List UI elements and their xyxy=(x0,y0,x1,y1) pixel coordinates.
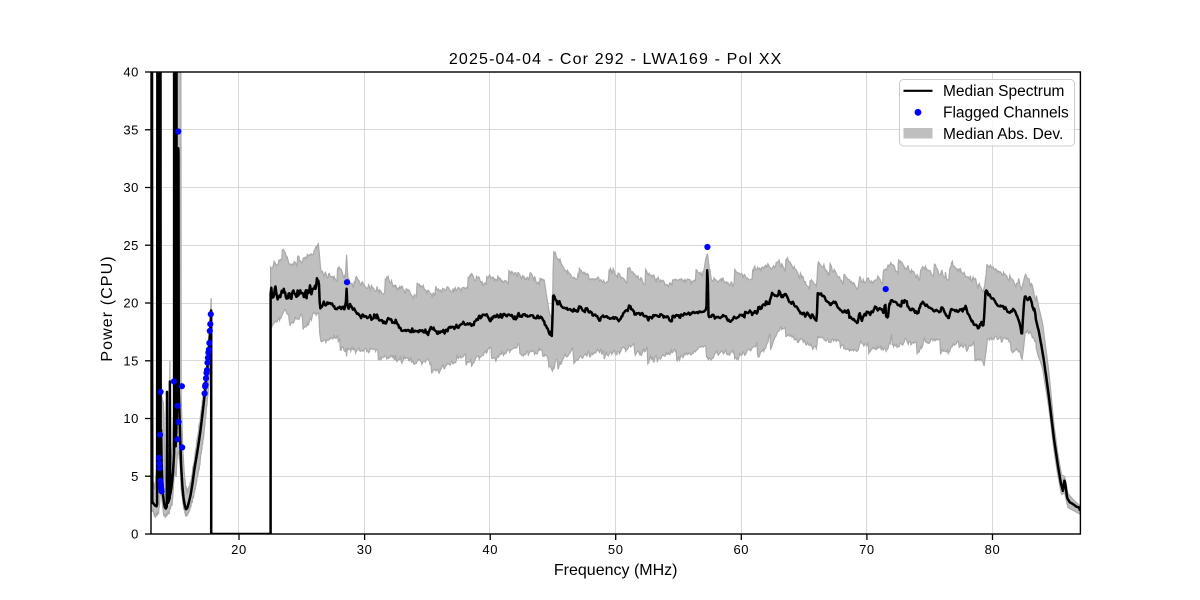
svg-text:Frequency (MHz): Frequency (MHz) xyxy=(554,562,678,579)
svg-text:80: 80 xyxy=(985,542,1001,557)
svg-text:40: 40 xyxy=(123,65,139,80)
svg-text:5: 5 xyxy=(131,469,139,484)
svg-text:25: 25 xyxy=(123,238,139,253)
svg-text:15: 15 xyxy=(123,353,139,368)
svg-text:10: 10 xyxy=(123,411,139,426)
svg-text:35: 35 xyxy=(123,122,139,137)
svg-text:Median Abs. Dev.: Median Abs. Dev. xyxy=(943,126,1063,143)
svg-text:Median Spectrum: Median Spectrum xyxy=(943,83,1064,100)
svg-text:30: 30 xyxy=(123,180,139,195)
svg-text:Power (CPU): Power (CPU) xyxy=(99,255,116,361)
svg-text:0: 0 xyxy=(131,527,139,542)
svg-text:60: 60 xyxy=(733,542,749,557)
svg-text:2025-04-04 - Cor 292 - LWA169: 2025-04-04 - Cor 292 - LWA169 - Pol XX xyxy=(449,51,783,68)
svg-text:20: 20 xyxy=(231,542,247,557)
svg-text:40: 40 xyxy=(482,542,498,557)
svg-text:50: 50 xyxy=(608,542,624,557)
svg-text:20: 20 xyxy=(123,296,139,311)
svg-text:70: 70 xyxy=(859,542,875,557)
svg-text:30: 30 xyxy=(357,542,373,557)
svg-text:Flagged Channels: Flagged Channels xyxy=(943,105,1069,122)
